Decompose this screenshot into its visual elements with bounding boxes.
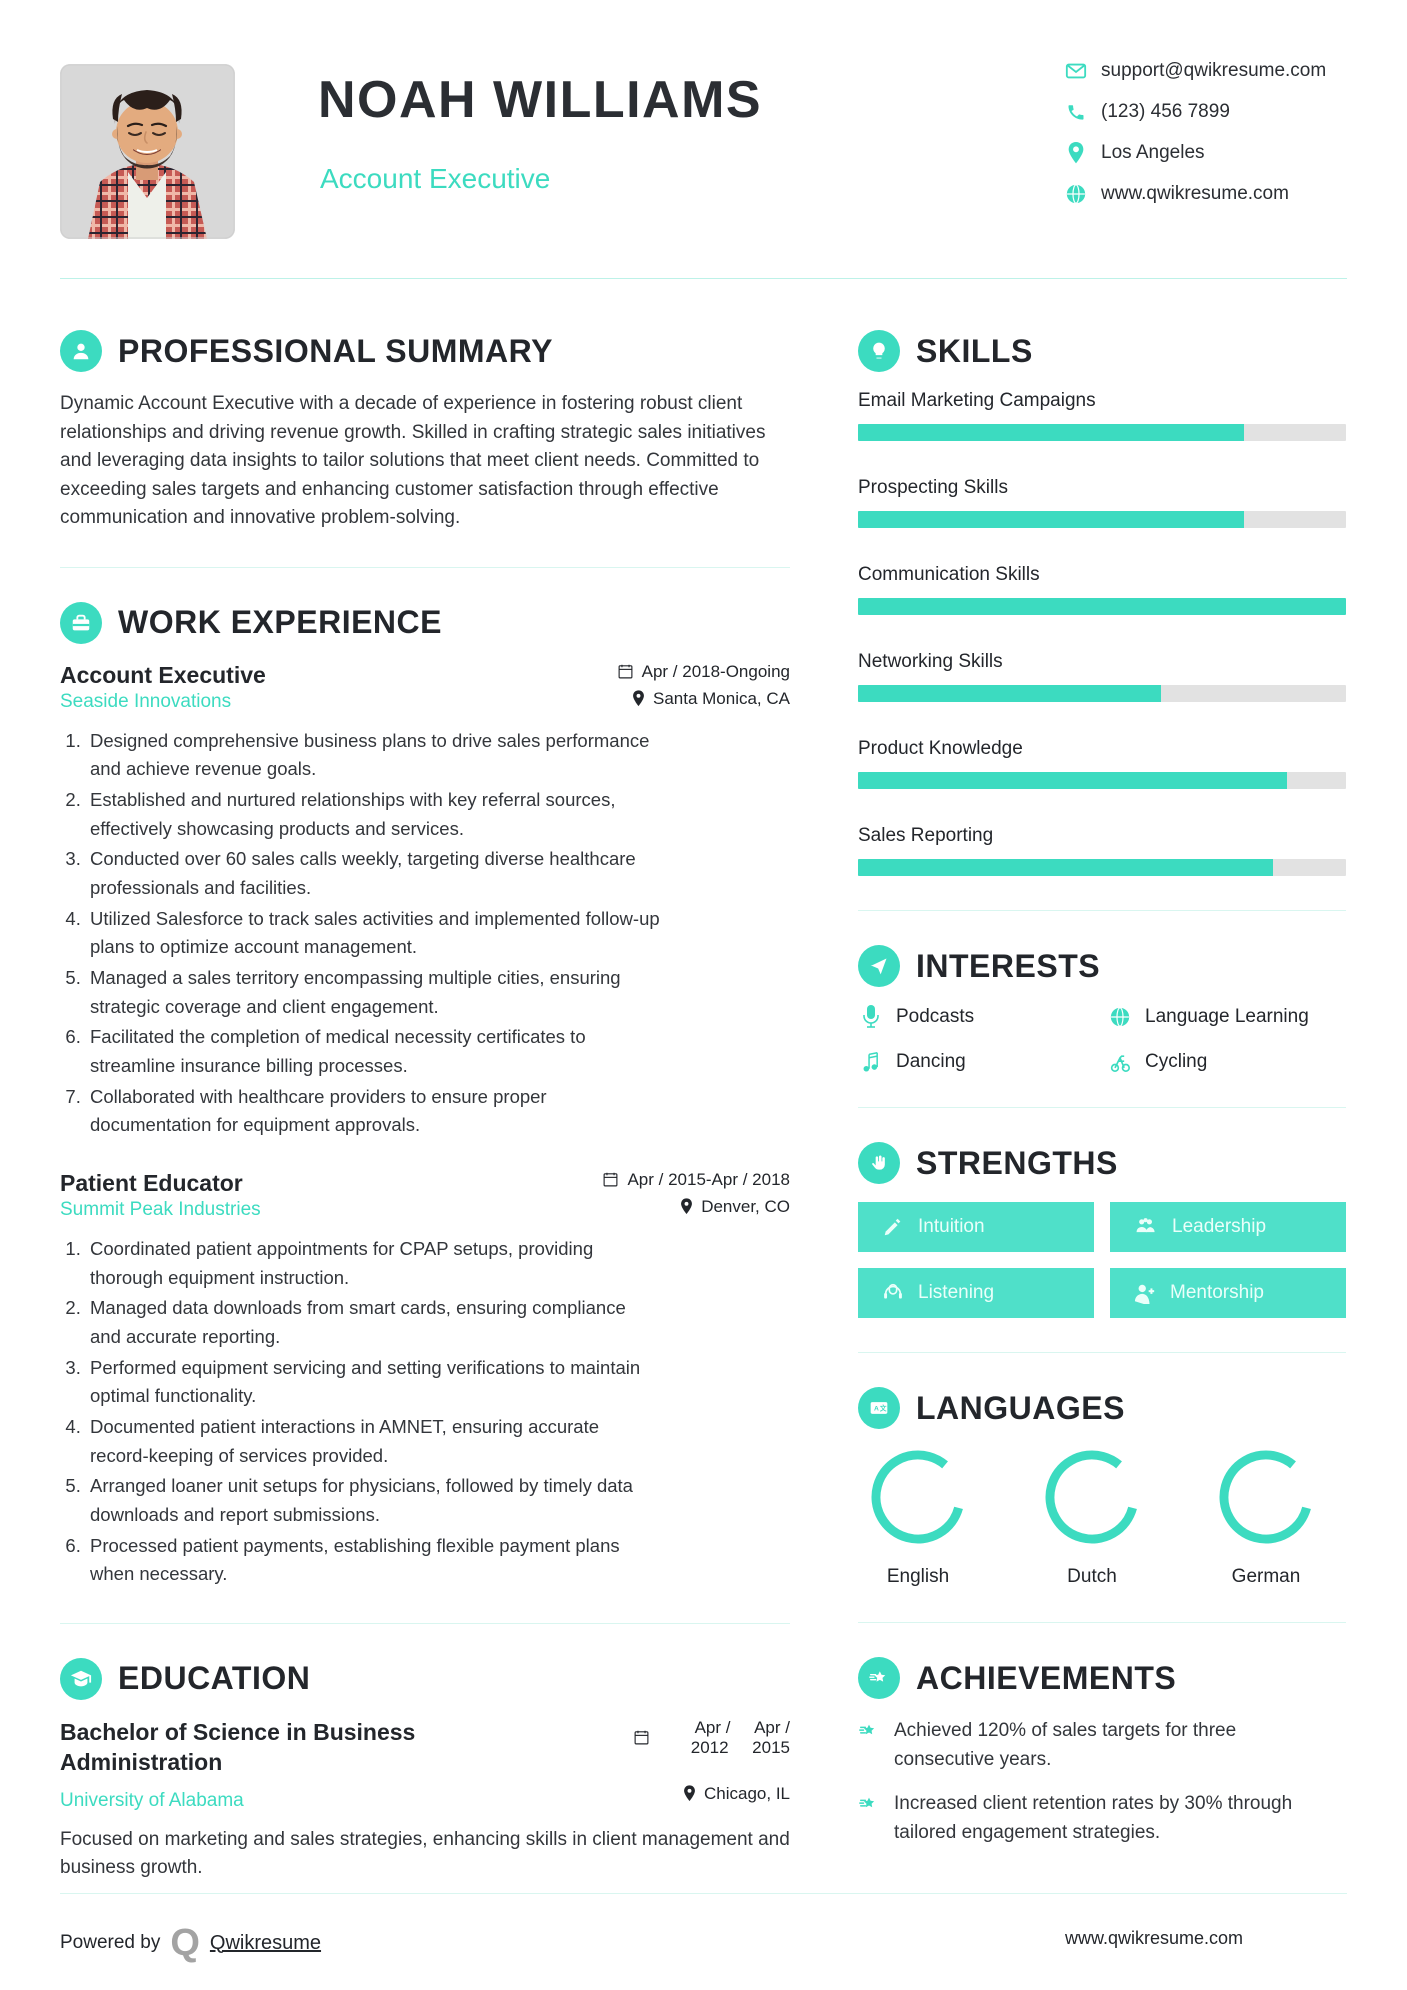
svg-text:文: 文: [880, 1404, 887, 1413]
svg-text:A: A: [874, 1406, 879, 1413]
